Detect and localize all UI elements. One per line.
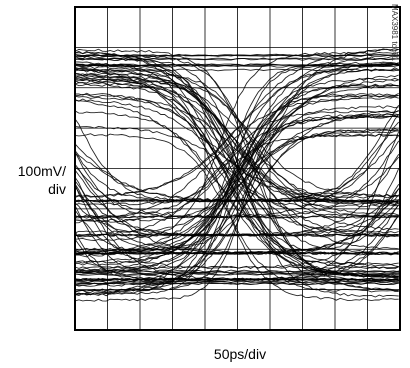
trace-high-rail [75, 57, 400, 61]
trace-low-rail [75, 278, 400, 282]
trace-high-rail [75, 63, 400, 67]
trace-high-rail [75, 64, 400, 68]
trace-high-rail [75, 68, 400, 72]
trace-falling [75, 72, 399, 206]
trace-right-edge [75, 198, 400, 255]
eye-traces [75, 48, 400, 302]
trace-low-rail [75, 272, 400, 276]
trace-right-edge [75, 194, 400, 237]
trace-high-rail [75, 53, 400, 57]
trace-low-rail [75, 271, 400, 275]
trace-left-edge [75, 150, 399, 203]
trace-right-edge [75, 156, 400, 203]
trace-rising [75, 130, 399, 253]
trace-right-edge [75, 168, 400, 270]
trace-left-edge [75, 183, 399, 255]
trace-falling [75, 133, 399, 293]
y-axis-label-line-1: 100mV/ [17, 163, 66, 179]
trace-low-rail [75, 280, 400, 283]
trace-left-edge [75, 202, 399, 237]
x-axis-label: 50ps/div [213, 346, 267, 362]
trace-rising [75, 62, 399, 256]
trace-falling [75, 93, 399, 231]
y-axis-label-line-2: div [48, 181, 66, 197]
plot-frame [74, 6, 401, 331]
trace-falling [75, 54, 399, 208]
trace-rising [75, 56, 399, 295]
trace-rising [75, 51, 399, 241]
trace-rising [75, 83, 399, 274]
trace-rising [75, 110, 399, 296]
figure-code: MAX3981 toc01 [390, 4, 399, 61]
trace-rising [75, 48, 399, 296]
trace-low-rail [75, 282, 400, 286]
trace-left-edge [75, 151, 399, 219]
trace-rising [75, 62, 399, 272]
trace-rising [75, 92, 399, 302]
trace-rising [75, 110, 399, 218]
trace-rising [75, 96, 399, 221]
trace-falling [75, 67, 399, 218]
trace-low-rail [75, 280, 400, 284]
trace-falling [75, 72, 399, 234]
trace-falling [75, 63, 399, 302]
trace-rising [75, 74, 399, 264]
trace-low-rail [75, 269, 400, 273]
